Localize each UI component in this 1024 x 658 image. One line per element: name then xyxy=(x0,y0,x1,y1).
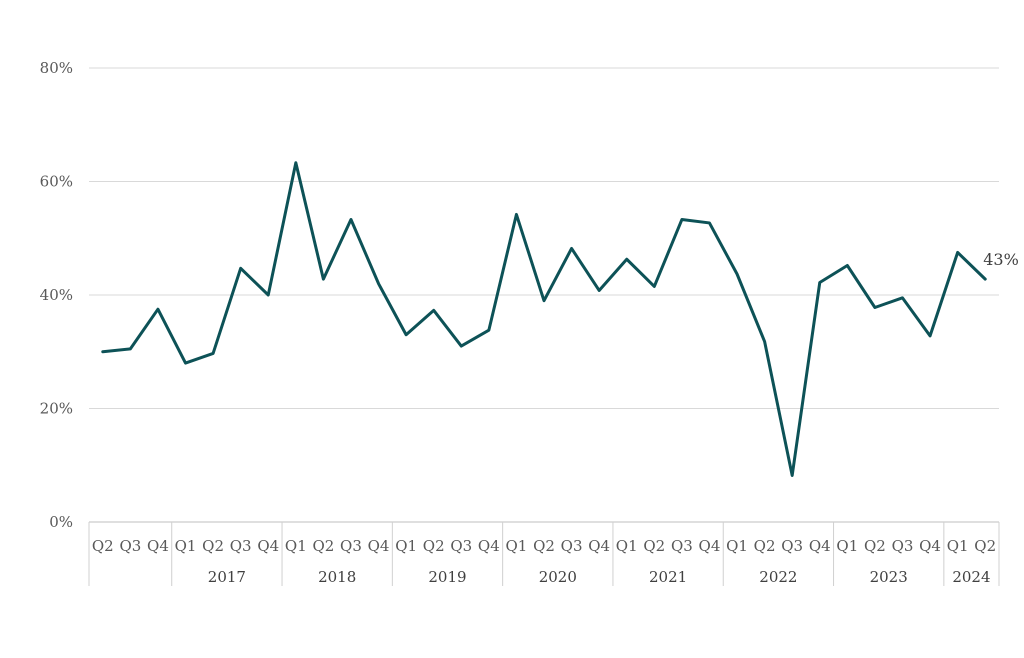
x-tick-label: Q2 xyxy=(423,537,445,555)
x-tick-label: Q2 xyxy=(974,537,996,555)
x-tick-label: Q4 xyxy=(588,537,610,555)
x-tick-label: Q3 xyxy=(450,537,472,555)
y-tick-label: 40% xyxy=(40,286,73,304)
y-tick-label: 20% xyxy=(40,400,73,418)
x-tick-label: Q2 xyxy=(643,537,665,555)
x-tick-label: Q3 xyxy=(892,537,914,555)
x-tick-label: Q2 xyxy=(533,537,555,555)
x-tick-label: Q4 xyxy=(147,537,169,555)
x-year-label: 2024 xyxy=(952,568,990,586)
x-tick-label: Q2 xyxy=(864,537,886,555)
x-tick-label: Q1 xyxy=(175,537,197,555)
x-tick-label: Q4 xyxy=(919,537,941,555)
x-tick-label: Q4 xyxy=(257,537,279,555)
x-tick-label: Q1 xyxy=(285,537,307,555)
x-year-label: 2023 xyxy=(870,568,908,586)
x-tick-label: Q1 xyxy=(616,537,638,555)
x-tick-label: Q4 xyxy=(478,537,500,555)
x-year-label: 2020 xyxy=(539,568,577,586)
x-tick-label: Q1 xyxy=(726,537,748,555)
x-tick-label: Q1 xyxy=(506,537,528,555)
x-tick-label: Q1 xyxy=(947,537,969,555)
x-tick-label: Q1 xyxy=(395,537,417,555)
x-tick-label: Q2 xyxy=(312,537,334,555)
end-value-label: 43% xyxy=(983,250,1019,269)
series-line xyxy=(101,161,987,477)
x-year-label: 2017 xyxy=(208,568,246,586)
y-tick-label: 60% xyxy=(40,173,73,191)
x-tick-label: Q3 xyxy=(671,537,693,555)
x-year-label: 2019 xyxy=(428,568,466,586)
x-year-label: 2018 xyxy=(318,568,356,586)
x-tick-label: Q2 xyxy=(754,537,776,555)
x-tick-label: Q2 xyxy=(202,537,224,555)
x-tick-label: Q3 xyxy=(230,537,252,555)
y-tick-label: 80% xyxy=(40,59,73,77)
x-tick-label: Q4 xyxy=(809,537,831,555)
x-tick-label: Q4 xyxy=(368,537,390,555)
x-tick-label: Q4 xyxy=(699,537,721,555)
x-tick-label: Q3 xyxy=(561,537,583,555)
x-year-label: 2021 xyxy=(649,568,687,586)
x-year-label: 2022 xyxy=(759,568,797,586)
x-tick-label: Q3 xyxy=(119,537,141,555)
x-tick-label: Q2 xyxy=(92,537,114,555)
x-tick-label: Q3 xyxy=(340,537,362,555)
x-tick-label: Q1 xyxy=(836,537,858,555)
y-tick-label: 0% xyxy=(49,513,73,531)
x-tick-label: Q3 xyxy=(781,537,803,555)
